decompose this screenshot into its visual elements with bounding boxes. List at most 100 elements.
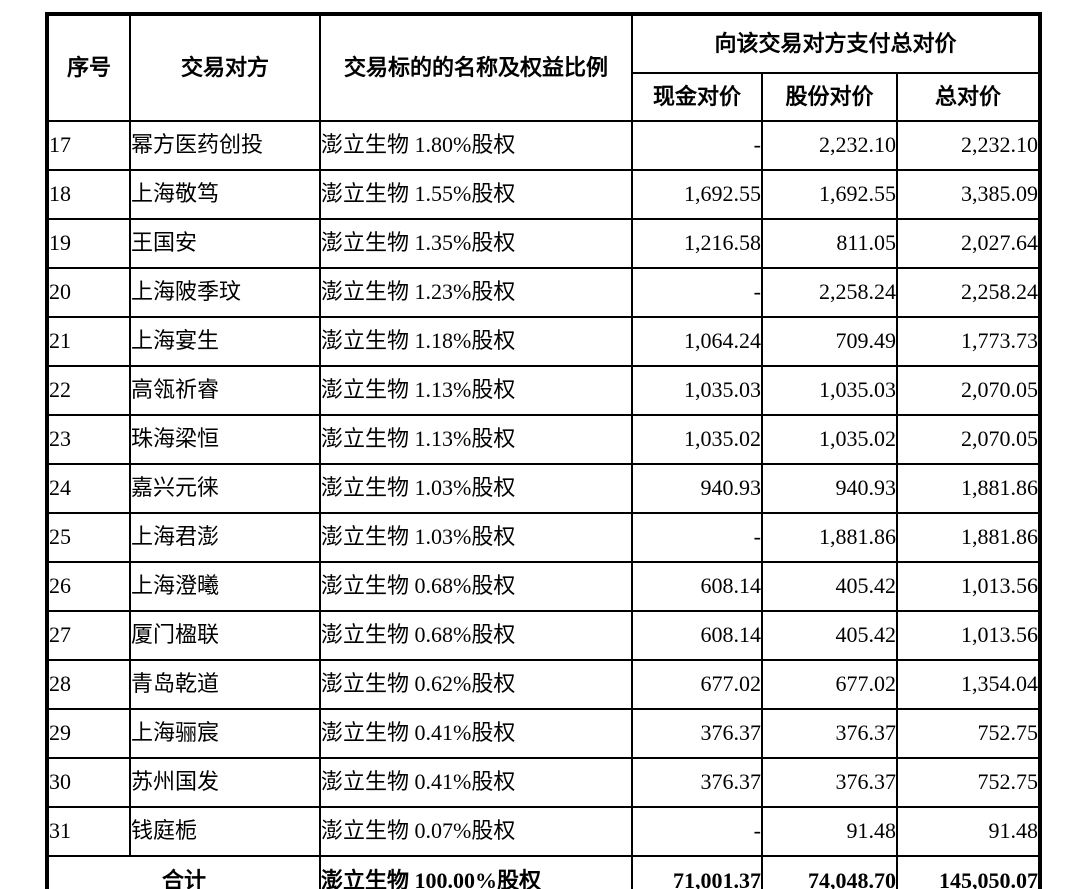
share-value: 376.37 [761, 757, 898, 808]
counterparty-cell: 苏州国发 [129, 757, 321, 808]
total-target: 澎立生物 100.00%股权 [319, 855, 633, 889]
header-target: 交易标的的名称及权益比例 [319, 13, 633, 122]
seq-cell: 26 [46, 561, 131, 612]
table-row: 22 高瓴祈睿 澎立生物 1.13%股权 1,035.03 1,035.03 2,070.… [46, 365, 1041, 416]
total-value: 752.75 [896, 708, 1041, 759]
target-cell: 澎立生物 1.03%股权 [319, 512, 633, 563]
share-value: 1,881.86 [761, 512, 898, 563]
table-row: 19 王国安 澎立生物 1.35%股权 1,216.58 811.05 2,027.64 [46, 218, 1041, 269]
share-value: 2,232.10 [761, 120, 898, 171]
share-value: 2,258.24 [761, 267, 898, 318]
target-cell: 澎立生物 1.55%股权 [319, 169, 633, 220]
seq-cell: 27 [46, 610, 131, 661]
total-value: 1,013.56 [896, 610, 1041, 661]
total-label: 合计 [46, 855, 321, 889]
seq-cell: 23 [46, 414, 131, 465]
target-cell: 澎立生物 0.41%股权 [319, 708, 633, 759]
cash-value: 608.14 [631, 561, 763, 612]
header-row-sub: 现金对价 股份对价 总对价 [47, 72, 1041, 122]
share-value: 1,692.55 [761, 169, 898, 220]
seq-cell: 22 [46, 365, 131, 416]
seq-cell: 31 [46, 806, 131, 857]
table-row: 29 上海骊宸 澎立生物 0.41%股权 376.37 376.37 752.75 [46, 708, 1041, 759]
total-value: 1,881.86 [896, 512, 1041, 563]
total-share-value: 74,048.70 [761, 855, 898, 889]
seq-cell: 24 [46, 463, 131, 514]
seq-cell: 25 [46, 512, 131, 563]
share-value: 811.05 [761, 218, 898, 269]
cash-value: 677.02 [631, 659, 763, 710]
cash-value: 940.93 [631, 463, 763, 514]
cash-value: - [631, 120, 763, 171]
table-row: 24 嘉兴元徕 澎立生物 1.03%股权 940.93 940.93 1,881.86 [46, 463, 1041, 514]
cash-value: 376.37 [631, 708, 763, 759]
counterparty-cell: 王国安 [129, 218, 321, 269]
table-row: 17 幂方医药创投 澎立生物 1.80%股权 -2,232.10 2,232.10 [46, 120, 1041, 171]
header-counterparty: 交易对方 [129, 13, 321, 122]
counterparty-cell: 高瓴祈睿 [129, 365, 321, 416]
total-value: 1,881.86 [896, 463, 1041, 514]
total-total-value: 145,050.07 [896, 855, 1041, 889]
seq-cell: 19 [46, 218, 131, 269]
seq-cell: 18 [46, 169, 131, 220]
table-row: 30 苏州国发 澎立生物 0.41%股权 376.37 376.37 752.75 [46, 757, 1041, 808]
total-value: 2,027.64 [896, 218, 1041, 269]
target-cell: 澎立生物 1.23%股权 [319, 267, 633, 318]
share-value: 940.93 [761, 463, 898, 514]
total-value: 3,385.09 [896, 169, 1041, 220]
share-value: 1,035.02 [761, 414, 898, 465]
target-cell: 澎立生物 0.68%股权 [319, 610, 633, 661]
total-cash-value: 71,001.37 [631, 855, 763, 889]
target-cell: 澎立生物 1.03%股权 [319, 463, 633, 514]
counterparty-cell: 珠海梁恒 [129, 414, 321, 465]
table-row: 25 上海君澎 澎立生物 1.03%股权 -1,881.86 1,881.86 [46, 512, 1041, 563]
cash-value: 1,216.58 [631, 218, 763, 269]
cash-value: 608.14 [631, 610, 763, 661]
total-row: 合计 澎立生物 100.00%股权 71,001.37 74,048.70 14… [46, 855, 1041, 889]
total-value: 2,070.05 [896, 365, 1041, 416]
table-row: 28 青岛乾道 澎立生物 0.62%股权 677.02 677.02 1,354.04 [46, 659, 1041, 710]
seq-cell: 20 [46, 267, 131, 318]
header-payment-group: 向该交易对方支付总对价 [631, 13, 1041, 74]
seq-cell: 21 [46, 316, 131, 367]
target-cell: 澎立生物 1.80%股权 [319, 120, 633, 171]
counterparty-cell: 上海敬笃 [129, 169, 321, 220]
table-row: 18 上海敬笃 澎立生物 1.55%股权 1,692.55 1,692.55 3,385.… [46, 169, 1041, 220]
total-value: 2,232.10 [896, 120, 1041, 171]
counterparty-cell: 上海陂季玟 [129, 267, 321, 318]
counterparty-cell: 厦门楹联 [129, 610, 321, 661]
counterparty-cell: 上海澄曦 [129, 561, 321, 612]
target-cell: 澎立生物 0.68%股权 [319, 561, 633, 612]
table-row: 31 钱庭栀 澎立生物 0.07%股权 -91.48 91.48 [46, 806, 1041, 857]
cash-value: 376.37 [631, 757, 763, 808]
cash-value: - [631, 267, 763, 318]
cash-value: 1,064.24 [631, 316, 763, 367]
share-value: 677.02 [761, 659, 898, 710]
target-cell: 澎立生物 1.13%股权 [319, 365, 633, 416]
total-value: 1,773.73 [896, 316, 1041, 367]
target-cell: 澎立生物 1.13%股权 [319, 414, 633, 465]
counterparty-cell: 上海君澎 [129, 512, 321, 563]
table-row: 20 上海陂季玟 澎立生物 1.23%股权 -2,258.24 2,258.24 [46, 267, 1041, 318]
share-value: 1,035.03 [761, 365, 898, 416]
share-value: 405.42 [761, 610, 898, 661]
total-value: 2,258.24 [896, 267, 1041, 318]
table-body: 17 幂方医药创投 澎立生物 1.80%股权 -2,232.10 2,232.10 18 上… [46, 120, 1041, 889]
counterparty-cell: 上海骊宸 [129, 708, 321, 759]
target-cell: 澎立生物 0.41%股权 [319, 757, 633, 808]
target-cell: 澎立生物 0.62%股权 [319, 659, 633, 710]
header-total: 总对价 [896, 72, 1041, 122]
total-value: 752.75 [896, 757, 1041, 808]
total-value: 1,354.04 [896, 659, 1041, 710]
counterparty-cell: 钱庭栀 [129, 806, 321, 857]
total-value: 2,070.05 [896, 414, 1041, 465]
total-value: 1,013.56 [896, 561, 1041, 612]
table-header: 序号 交易对方 交易标的的名称及权益比例 向该交易对方支付总对价 现金对价 股份… [46, 13, 1041, 122]
seq-cell: 29 [46, 708, 131, 759]
share-value: 709.49 [761, 316, 898, 367]
cash-value: - [631, 806, 763, 857]
share-value: 91.48 [761, 806, 898, 857]
table-row: 26 上海澄曦 澎立生物 0.68%股权 608.14 405.42 1,013.56 [46, 561, 1041, 612]
table-row: 21 上海宴生 澎立生物 1.18%股权 1,064.24 709.49 1,773.73 [46, 316, 1041, 367]
